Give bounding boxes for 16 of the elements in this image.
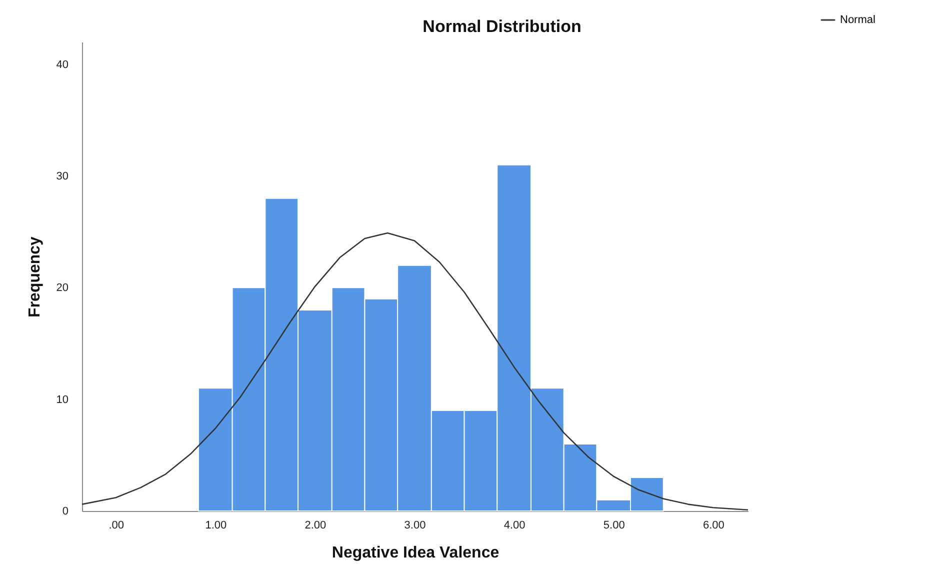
y-tick-label: 40	[56, 58, 68, 71]
y-axis-title: Frequency	[26, 236, 44, 318]
chart-title: Normal Distribution	[422, 17, 582, 36]
legend-label: Normal	[840, 14, 876, 26]
x-tick-label: 3.00	[404, 520, 426, 532]
x-tick-label: 1.00	[205, 520, 227, 532]
x-tick-label: 6.00	[702, 520, 724, 532]
x-tick-label: 4.00	[504, 520, 526, 532]
y-tick-label: 30	[56, 170, 68, 182]
x-tick-label: 2.00	[304, 520, 326, 532]
x-axis-title: Negative Idea Valence	[332, 544, 500, 562]
y-tick-label: 10	[56, 394, 68, 406]
y-tick-label: 0	[62, 506, 68, 518]
y-tick-label: 20	[56, 282, 68, 294]
x-tick-label: 5.00	[603, 520, 625, 532]
x-tick-label: .00	[108, 520, 124, 532]
